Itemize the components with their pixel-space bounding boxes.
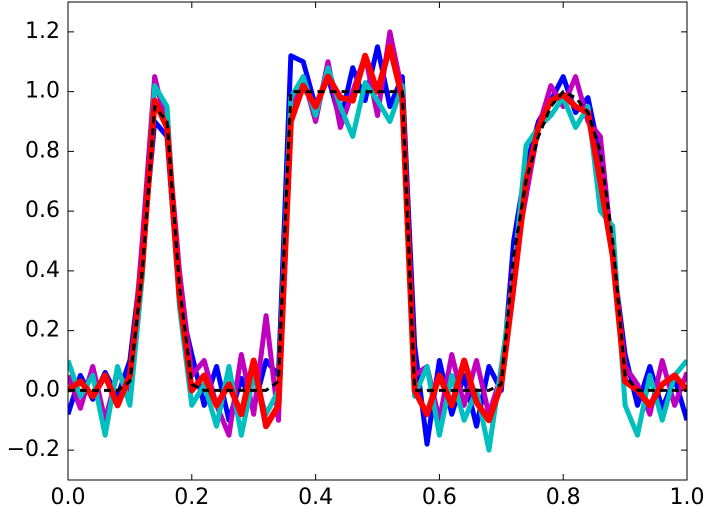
plot-area [68, 29, 687, 453]
y-tick-label: 0.0 [25, 377, 60, 402]
x-tick-label: 0.6 [422, 485, 457, 509]
y-tick-label: 0.4 [25, 258, 60, 283]
y-tick-label: 0.8 [25, 138, 60, 163]
x-tick-label: 1.0 [670, 485, 705, 509]
y-tick-label: 1.0 [25, 79, 60, 104]
y-tick-label: −0.2 [7, 437, 60, 462]
x-tick-label: 0.8 [546, 485, 581, 509]
y-tick-label: 0.6 [25, 198, 60, 223]
x-tick-label: 0.4 [298, 485, 333, 509]
x-tick-label: 0.2 [174, 485, 209, 509]
plot-frame [67, 1, 688, 481]
y-tick-label: 1.2 [25, 19, 60, 44]
reference-line [68, 90, 687, 392]
x-tick-label: 0.0 [51, 485, 86, 509]
y-tick-label: 0.2 [25, 318, 60, 343]
